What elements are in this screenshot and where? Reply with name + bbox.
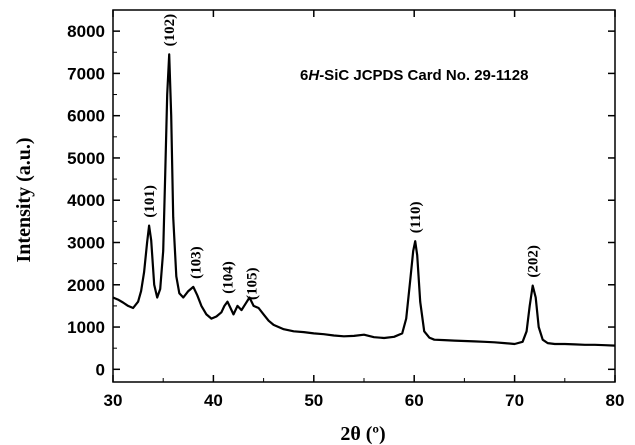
x-axis-label: 2θ (º) <box>340 423 385 445</box>
peak-label: (202) <box>526 245 542 278</box>
series-line <box>112 53 616 347</box>
x-axis-ticks: 30 40 50 60 70 80 <box>104 10 625 410</box>
peak-labels: (101) (102) (103) (104) (105) (110) (202) <box>142 14 542 300</box>
jcpds-annotation: 6H-SiC JCPDS Card No. 29-1128 <box>300 67 528 84</box>
y-axis-ticks: 0 1000 2000 3000 4000 5000 6000 7000 8000 <box>67 22 615 379</box>
peak-label: (103) <box>188 246 204 279</box>
peak-label: (101) <box>142 185 158 218</box>
x-tick-label: 50 <box>304 391 323 410</box>
x-tick-label: 40 <box>204 391 223 410</box>
x-tick-label: 70 <box>505 391 524 410</box>
y-tick-label: 7000 <box>67 64 105 83</box>
annotation-suffix: -SiC JCPDS Card No. 29-1128 <box>319 67 528 84</box>
annotation-italic: H <box>308 67 320 84</box>
y-tick-label: 6000 <box>67 107 105 126</box>
y-tick-label: 2000 <box>67 276 105 295</box>
annotation-prefix: 6 <box>300 67 308 84</box>
peak-label: (104) <box>221 261 237 294</box>
peak-label: (102) <box>162 14 178 47</box>
y-tick-label: 5000 <box>67 149 105 168</box>
y-tick-label: 4000 <box>67 191 105 210</box>
y-tick-label: 0 <box>96 360 105 379</box>
y-axis-label: Intensity (a.u.) <box>13 137 35 262</box>
x-tick-label: 80 <box>606 391 625 410</box>
series-layer <box>112 53 616 347</box>
y-tick-label: 1000 <box>67 318 105 337</box>
y-tick-label: 8000 <box>67 22 105 41</box>
y-tick-label: 3000 <box>67 234 105 253</box>
peak-label: (110) <box>408 202 424 234</box>
peak-label: (105) <box>245 268 261 301</box>
x-tick-label: 30 <box>104 391 123 410</box>
x-tick-label: 60 <box>405 391 424 410</box>
